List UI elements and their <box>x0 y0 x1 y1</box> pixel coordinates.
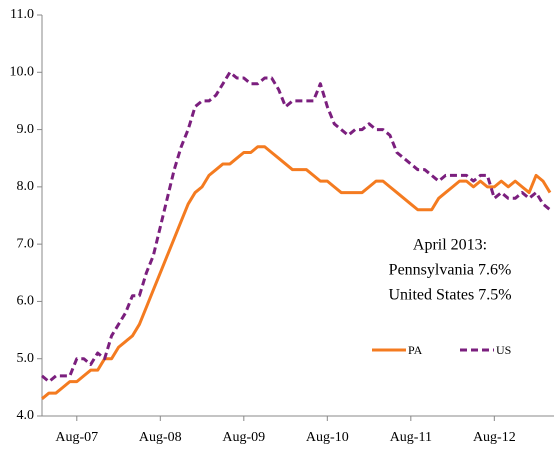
annotation: April 2013: <box>413 237 487 254</box>
y-tick-label: 9.0 <box>17 122 35 137</box>
x-tick-label: Aug-07 <box>55 430 98 445</box>
line-us <box>41 70 551 384</box>
y-tick-label: 4.0 <box>17 408 35 423</box>
y-tick-label: 11.0 <box>10 7 34 22</box>
y-tick-label: 7.0 <box>17 236 35 251</box>
x-tick-label: Aug-11 <box>390 430 432 445</box>
line-pa <box>41 145 552 400</box>
x-tick-label: Aug-10 <box>306 430 349 445</box>
y-tick-label: 10.0 <box>10 65 35 80</box>
y-tick-label: 6.0 <box>17 294 35 309</box>
legend-label: PA <box>408 343 423 357</box>
x-tick-label: Aug-12 <box>473 430 516 445</box>
x-tick-label: Aug-08 <box>139 430 182 445</box>
y-tick-label: 5.0 <box>17 351 35 366</box>
annotation: United States 7.5% <box>388 287 511 304</box>
y-tick-label: 8.0 <box>17 179 35 194</box>
legend-label: US <box>496 343 511 357</box>
annotation: Pennsylvania 7.6% <box>389 262 512 279</box>
x-tick-label: Aug-09 <box>222 430 265 445</box>
